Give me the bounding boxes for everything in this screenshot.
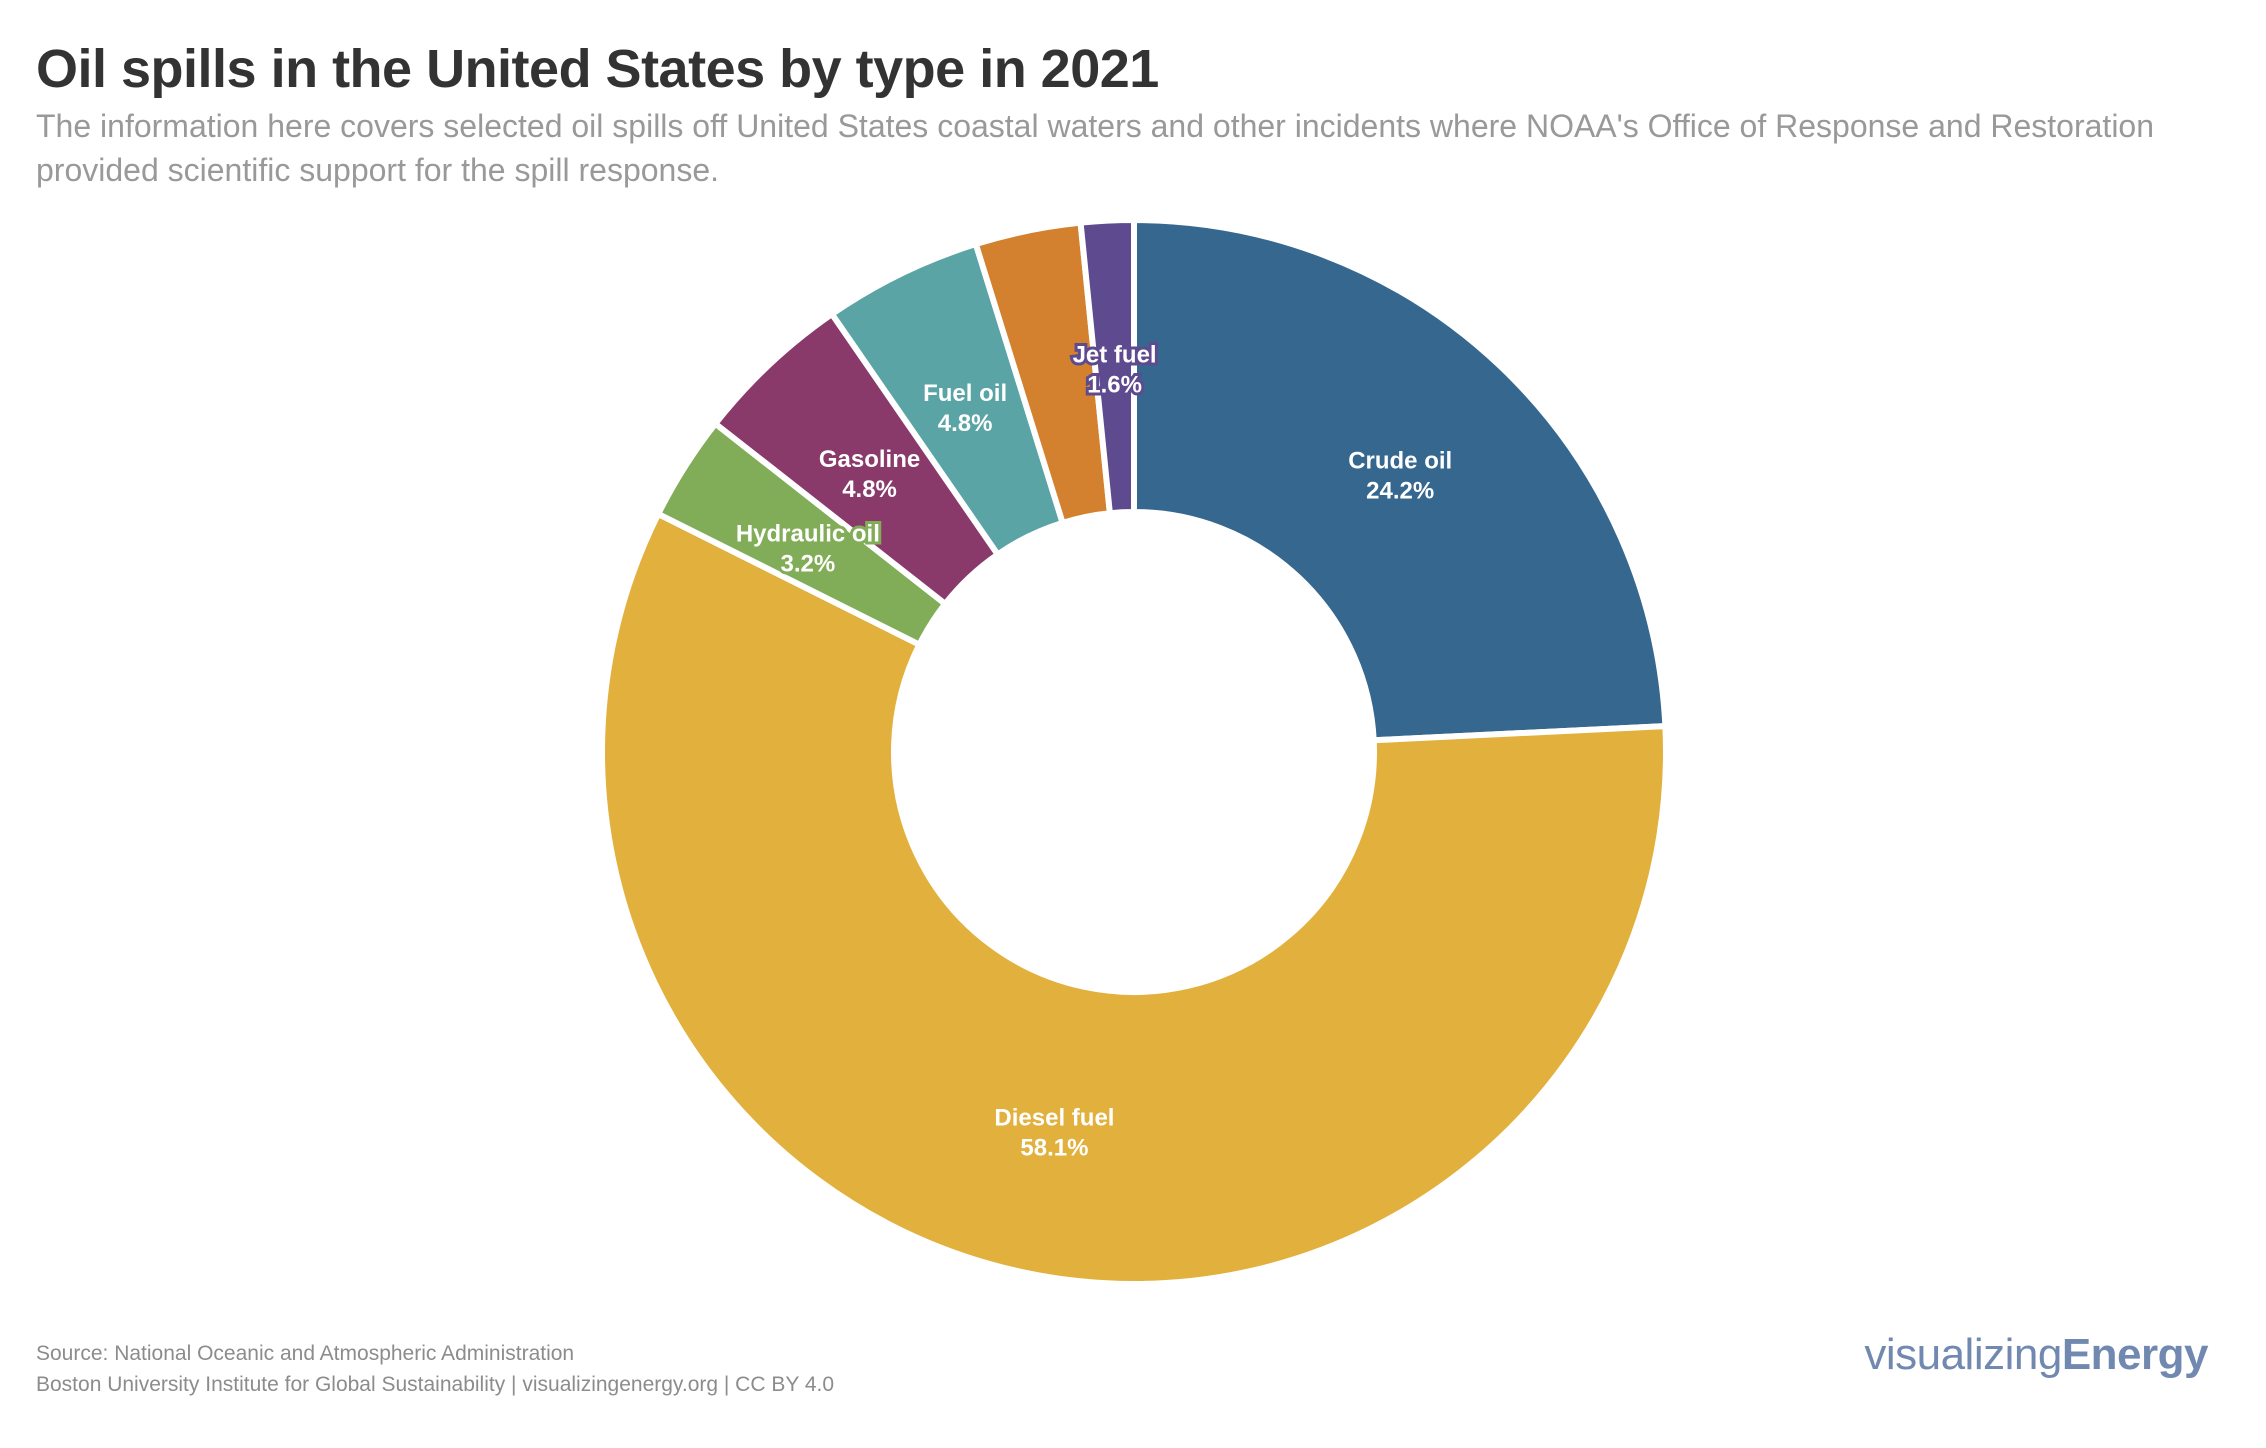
slice-value-hydraulic-oil: 3.2%: [781, 550, 836, 577]
slice-value-crude-oil: 24.2%: [1366, 477, 1434, 504]
slices-group: [599, 217, 1669, 1287]
labels-group: Crude oil 24.2% Diesel fuel 58.1% Hydraulic …: [733, 338, 1455, 1164]
slice-label-diesel-fuel: Diesel fuel: [994, 1105, 1114, 1132]
footer: Source: National Oceanic and Atmospheric…: [36, 1338, 834, 1400]
source-note: Source: National Oceanic and Atmospheric…: [36, 1342, 575, 1365]
credit-note: Boston University Institute for Global S…: [36, 1373, 835, 1396]
slice-value-fuel-oil: 4.8%: [938, 410, 993, 437]
slice-label-hydraulic-oil: Hydraulic oil: [736, 520, 880, 547]
brand-logo[interactable]: visualizingEnergy: [1864, 1330, 2208, 1380]
slice-value-jet-fuel: 1.6%: [1087, 371, 1142, 398]
chart-subtitle: The information here covers selected oil…: [36, 108, 2155, 188]
slice-label-fuel-oil: Fuel oil: [923, 380, 1007, 407]
chart-title: Oil spills in the United States by type …: [36, 39, 1159, 99]
slice-jet-fuel[interactable]: [1077, 217, 1137, 517]
slice-label-crude-oil: Crude oil: [1348, 447, 1452, 474]
brand-logo-bold: Energy: [2061, 1330, 2209, 1379]
slice-label-jet-fuel: Jet fuel: [1073, 341, 1157, 368]
brand-logo-light: visualizing: [1864, 1330, 2062, 1379]
slice-value-gasoline: 4.8%: [842, 476, 897, 503]
slice-value-diesel-fuel: 58.1%: [1020, 1135, 1088, 1162]
slice-crude-oil[interactable]: [1131, 217, 1669, 744]
slice-diesel-fuel[interactable]: [599, 510, 1669, 1287]
slice-label-gasoline: Gasoline: [819, 446, 920, 473]
